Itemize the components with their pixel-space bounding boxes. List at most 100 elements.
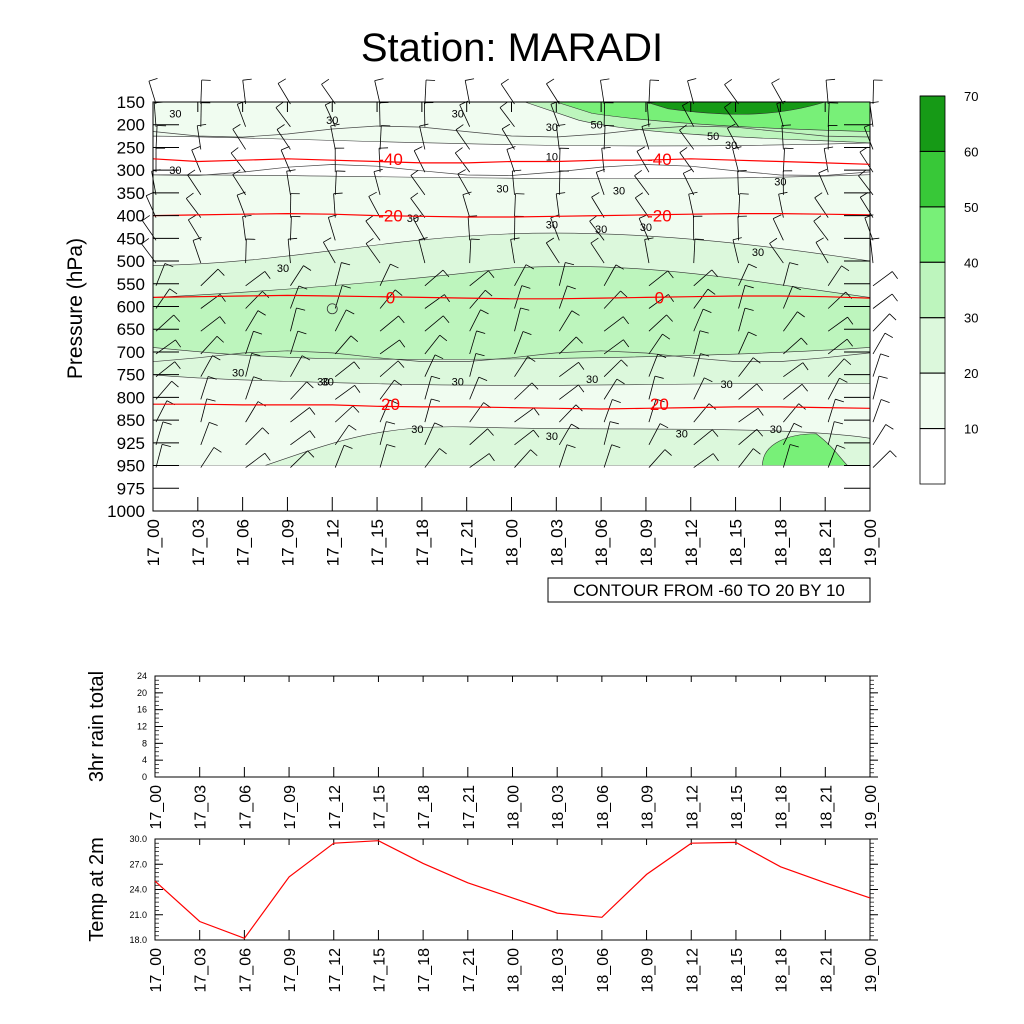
wind-barb-feather [275, 101, 284, 108]
wind-barb-feather [841, 265, 850, 272]
wind-barb [872, 450, 891, 468]
wind-contour-label: 30 [322, 376, 334, 388]
wind-barb [277, 83, 291, 105]
wind-barb [648, 270, 669, 287]
wind-barb-feather [612, 399, 621, 403]
x-tick-label: 17_21 [461, 948, 478, 993]
wind-barb [646, 102, 650, 127]
wind-barb-feather [781, 124, 791, 126]
wind-barb [379, 263, 391, 286]
wind-barb-feather [455, 147, 463, 154]
wind-barb-feather [475, 353, 485, 357]
wind-barb [469, 402, 484, 423]
wind-barb [469, 330, 477, 355]
wind-barb [290, 265, 304, 286]
wind-barb [200, 80, 203, 105]
wind-barb-feather [657, 353, 667, 358]
wind-barb-feather [620, 290, 628, 298]
wind-barb [232, 128, 246, 150]
colorbar-label: 30 [964, 311, 978, 326]
wind-barb-feather [699, 330, 709, 334]
wind-barb-feather [655, 398, 665, 403]
wind-barb-feather [328, 214, 338, 218]
wind-barb [693, 377, 705, 400]
wind-barb [469, 428, 488, 446]
wind-barb [559, 336, 577, 355]
wind-barb-feather [232, 169, 241, 176]
wind-barb [499, 107, 515, 127]
wind-barb-feather [687, 78, 697, 82]
temperature-contour [152, 212, 871, 218]
wind-barb [771, 82, 784, 105]
colorbar-label: 20 [964, 366, 978, 381]
wind-barb-feather [418, 237, 428, 241]
wind-barb [827, 421, 835, 445]
y-tick-label: 150 [117, 93, 145, 112]
wind-barb-feather [756, 429, 764, 437]
wind-barb-feather [434, 422, 443, 427]
wind-contour-label: 30 [317, 376, 329, 388]
wind-barb [738, 383, 758, 400]
wind-barb [280, 149, 291, 173]
wind-barb [872, 293, 893, 309]
y-tick-label: 925 [117, 434, 145, 453]
wind-barb [141, 243, 157, 264]
wind-barb [514, 193, 516, 218]
wind-barb-feather [771, 78, 780, 84]
wind-barb-feather [399, 339, 406, 348]
wind-barb-feather [301, 355, 311, 361]
x-tick-label: 18_03 [547, 519, 566, 566]
y-tick-label: 700 [117, 343, 145, 362]
x-tick-label: 17_12 [323, 519, 342, 566]
wind-barb-feather [527, 356, 536, 362]
wind-barb-feather [348, 424, 357, 431]
y-tick-label: 200 [117, 116, 145, 135]
y-tick-label: 4 [142, 755, 147, 765]
y-tick-label: 650 [117, 320, 145, 339]
x-tick-label: 17_00 [144, 519, 163, 566]
wind-barb-feather [644, 237, 654, 240]
wind-barb-feather [455, 124, 464, 131]
wind-barb [869, 239, 874, 264]
wind-barb [200, 398, 208, 423]
wind-barb [514, 285, 523, 309]
wind-barb [501, 128, 515, 150]
wind-barb-feather [712, 429, 719, 437]
wind-barb [738, 407, 759, 423]
wind-barb [469, 289, 486, 309]
wind-barb-feather [611, 444, 621, 448]
wind-barb-feather [575, 404, 583, 412]
wind-barb [769, 243, 784, 264]
wind-barb [245, 271, 266, 287]
wind-barb [187, 219, 202, 241]
wind-barb-feather [219, 316, 226, 324]
colorbar: 10 20 30 40 50 60 70 [919, 89, 978, 485]
wind-barb [682, 173, 695, 196]
x-tick-label: 17_21 [461, 785, 478, 830]
wind-barb [872, 332, 886, 355]
wind-barb-feather [213, 447, 222, 453]
wind-barb [379, 399, 390, 423]
colorbar-swatch [919, 317, 946, 374]
wind-barb-feather [485, 289, 493, 297]
wind-barb [813, 220, 829, 241]
wind-barb-feather [622, 316, 629, 325]
wind-barb-feather [148, 78, 158, 82]
x-tick-label: 18_21 [816, 519, 835, 566]
y-tick-label: 18.0 [129, 935, 147, 945]
wind-barb-feather [488, 453, 495, 462]
wind-contour-label: 30 [496, 183, 508, 195]
x-tick-label: 17_15 [371, 948, 388, 993]
wind-barb [783, 362, 804, 377]
x-tick-label: 18_18 [774, 785, 791, 830]
wind-barb-feather [141, 238, 150, 245]
temperature-contour-label: -20 [647, 207, 672, 226]
rain-panel: 0 4 8 12 16 20 24 17_00 17_03 17_06 17_09 17_12 17_1… [86, 671, 880, 830]
wind-barb [286, 171, 291, 195]
wind-barb [550, 217, 560, 241]
wind-barb-feather [711, 269, 719, 277]
wind-barb-feather [206, 398, 216, 402]
wind-barb-feather [596, 168, 605, 173]
wind-barb [559, 362, 579, 377]
wind-barb-feather [488, 270, 495, 279]
